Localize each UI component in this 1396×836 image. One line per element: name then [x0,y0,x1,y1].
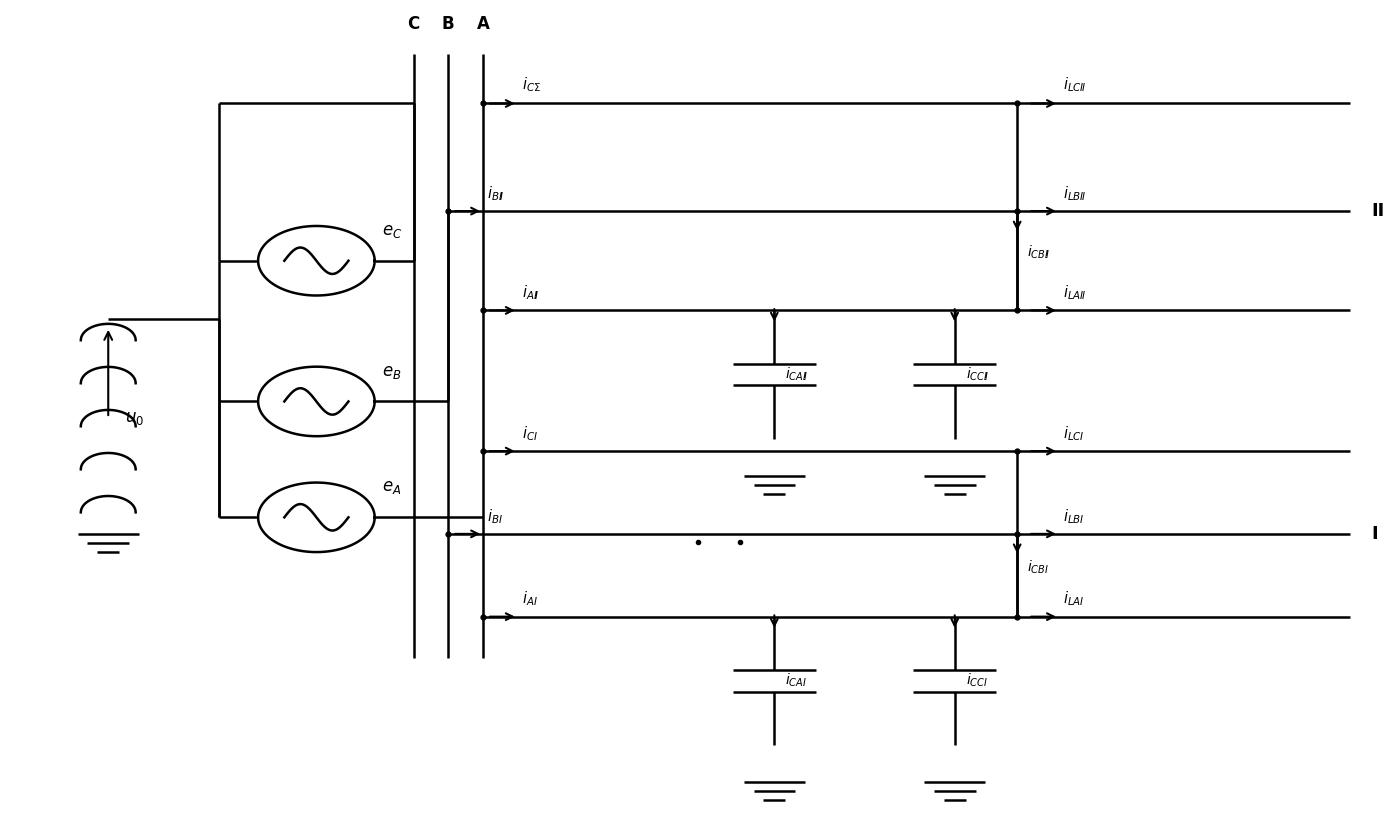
Text: $i_{LAI}$: $i_{LAI}$ [1062,589,1085,609]
Text: $e_C$: $e_C$ [381,222,402,240]
Text: $e_B$: $e_B$ [381,363,401,380]
Text: C: C [408,15,420,33]
Text: II: II [1371,202,1385,220]
Text: $i_{BI\!I}$: $i_{BI\!I}$ [487,184,504,203]
Text: $i_{LCI}$: $i_{LCI}$ [1062,424,1085,443]
Text: $i_{CBI}$: $i_{CBI}$ [1027,558,1048,576]
Text: $i_{CBI\!I}$: $i_{CBI\!I}$ [1027,244,1050,261]
Text: $i_{C\Sigma}$: $i_{C\Sigma}$ [522,75,540,94]
Text: $i_{LCI\!I}$: $i_{LCI\!I}$ [1062,75,1086,94]
Text: $i_{BI}$: $i_{BI}$ [487,507,503,526]
Text: $i_{AI\!I}$: $i_{AI\!I}$ [522,283,539,302]
Text: $i_{LBI\!I}$: $i_{LBI\!I}$ [1062,184,1086,203]
Text: $i_{CCI}$: $i_{CCI}$ [966,672,988,690]
Text: $i_{CAI}$: $i_{CAI}$ [786,672,807,690]
Text: $i_{CCI\!I}$: $i_{CCI\!I}$ [966,366,990,383]
Text: $i_{AI}$: $i_{AI}$ [522,589,537,609]
Text: A: A [476,15,490,33]
Text: $e_A$: $e_A$ [381,478,401,497]
Text: I: I [1371,525,1378,543]
Text: $i_{CI}$: $i_{CI}$ [522,424,537,443]
Text: $i_{LAI\!I}$: $i_{LAI\!I}$ [1062,283,1086,302]
Text: B: B [443,15,455,33]
Text: $i_{CAI\!I}$: $i_{CAI\!I}$ [786,366,808,383]
Text: $u_0$: $u_0$ [124,409,144,427]
Text: $i_{LBI}$: $i_{LBI}$ [1062,507,1085,526]
